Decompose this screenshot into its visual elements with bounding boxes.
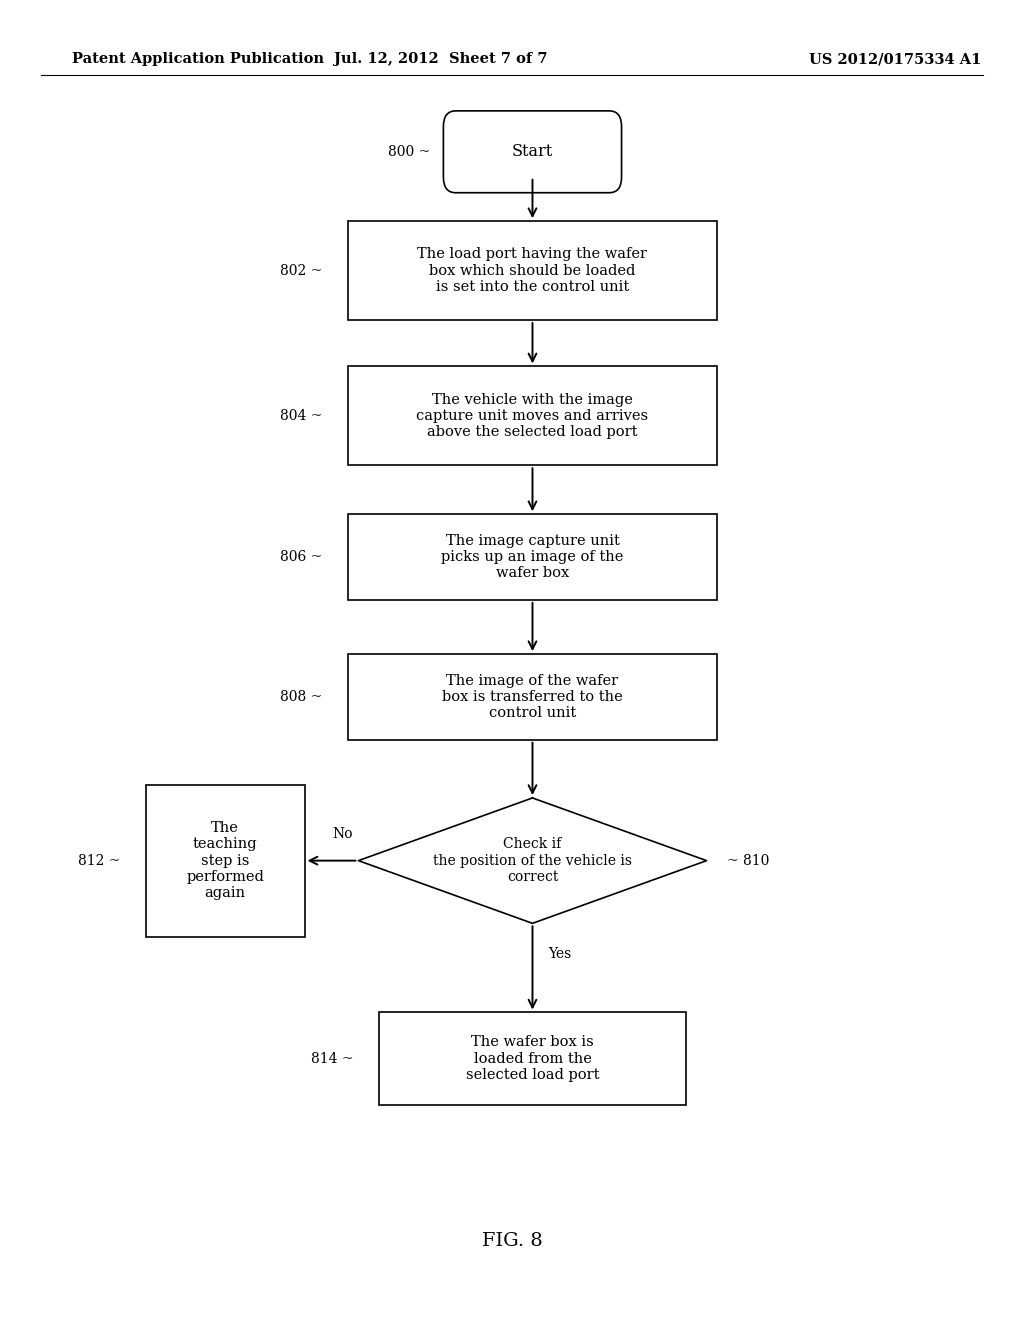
Text: The vehicle with the image
capture unit moves and arrives
above the selected loa: The vehicle with the image capture unit … <box>417 392 648 440</box>
Polygon shape <box>358 797 707 924</box>
Text: The load port having the wafer
box which should be loaded
is set into the contro: The load port having the wafer box which… <box>418 247 647 294</box>
Text: 802 ~: 802 ~ <box>281 264 323 277</box>
Text: No: No <box>333 826 353 841</box>
Text: The image of the wafer
box is transferred to the
control unit: The image of the wafer box is transferre… <box>442 673 623 721</box>
Bar <box>348 220 717 319</box>
Bar <box>146 784 305 937</box>
Text: Check if
the position of the vehicle is
correct: Check if the position of the vehicle is … <box>433 837 632 884</box>
Text: 808 ~: 808 ~ <box>281 690 323 704</box>
Text: 812 ~: 812 ~ <box>78 854 121 867</box>
Text: FIG. 8: FIG. 8 <box>481 1232 543 1250</box>
Text: The wafer box is
loaded from the
selected load port: The wafer box is loaded from the selecte… <box>466 1035 599 1082</box>
Text: 814 ~: 814 ~ <box>310 1052 353 1065</box>
Text: Patent Application Publication: Patent Application Publication <box>72 53 324 66</box>
Text: 804 ~: 804 ~ <box>281 409 323 422</box>
Text: Start: Start <box>512 144 553 160</box>
Text: US 2012/0175334 A1: US 2012/0175334 A1 <box>809 53 981 66</box>
Bar <box>379 1012 686 1105</box>
Text: Yes: Yes <box>548 948 571 961</box>
Text: The image capture unit
picks up an image of the
wafer box: The image capture unit picks up an image… <box>441 533 624 581</box>
Bar <box>348 513 717 599</box>
Text: 806 ~: 806 ~ <box>281 550 323 564</box>
Text: ~ 810: ~ 810 <box>727 854 769 867</box>
Bar <box>348 366 717 465</box>
Text: The
teaching
step is
performed
again: The teaching step is performed again <box>186 821 264 900</box>
FancyBboxPatch shape <box>443 111 622 193</box>
Text: 800 ~: 800 ~ <box>388 145 430 158</box>
Bar <box>348 655 717 739</box>
Text: Jul. 12, 2012  Sheet 7 of 7: Jul. 12, 2012 Sheet 7 of 7 <box>334 53 547 66</box>
